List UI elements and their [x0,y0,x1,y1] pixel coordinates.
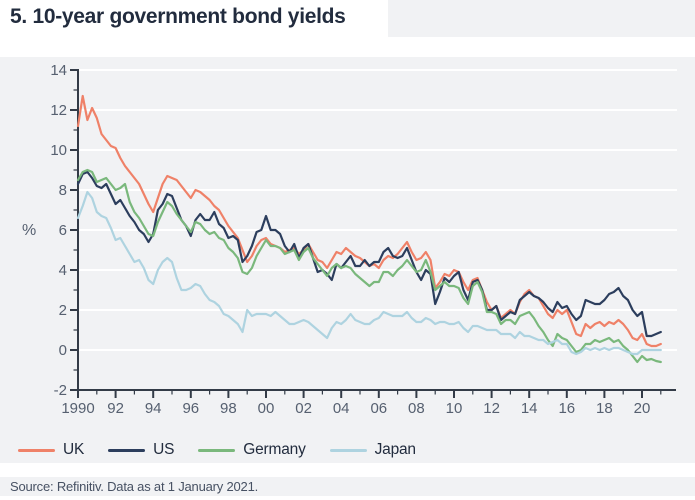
chart-legend: UK US Germany Japan [18,439,416,461]
x-tick-label: 94 [145,400,162,417]
x-tick-label: 92 [107,400,124,417]
legend-label-us: US [153,441,175,458]
y-tick-label: 0 [59,342,67,359]
y-tick-label: 12 [50,102,67,119]
y-tick-label: 2 [59,302,67,319]
x-tick-label: 20 [634,400,651,417]
source-note: Source: Refinitiv. Data as at 1 January … [10,479,259,494]
header-background-block [388,0,695,37]
chart-title: 5. 10-year government bond yields [10,5,346,28]
x-tick-label: 10 [446,400,463,417]
series-line-us [76,170,662,338]
x-tick-label: 18 [596,400,613,417]
y-tick-label: 8 [59,182,67,199]
y-tick-label: 6 [59,222,67,239]
legend-item-germany: Germany [198,441,306,459]
x-tick-label: 14 [521,400,538,417]
x-tick-label: 12 [483,400,500,417]
y-tick-label: 10 [50,142,67,159]
x-tick-label: 98 [220,400,237,417]
legend-swatch-japan [329,448,367,452]
x-tick-label: 04 [333,400,350,417]
source-strip: Source: Refinitiv. Data as at 1 January … [0,477,695,496]
x-tick-label: 00 [258,400,275,417]
series-line-germany [76,168,662,364]
y-tick-label: -2 [54,382,67,399]
x-tick-label: 1990 [61,400,94,417]
x-tick-label: 16 [558,400,575,417]
legend-swatch-us [108,448,146,452]
y-axis-unit-label: % [22,222,36,239]
x-tick-label: 02 [295,400,312,417]
x-tick-label: 08 [408,400,425,417]
chart-panel: 14 12 10 8 6 4 2 0 -2% 1990 92 94 96 98 00 02 04 06 08 10 12… [0,57,695,463]
legend-item-us: US [108,441,174,459]
legend-label-uk: UK [63,441,85,458]
legend-swatch-germany [198,448,236,452]
y-tick-label: 14 [50,62,67,79]
legend-label-japan: Japan [374,441,416,458]
x-tick-label: 06 [370,400,387,417]
x-tick-label: 96 [182,400,199,417]
series-line-uk [76,94,662,348]
legend-swatch-uk [18,448,55,452]
legend-label-germany: Germany [243,441,306,458]
legend-item-japan: Japan [329,441,416,459]
legend-item-uk: UK [18,441,84,459]
series-line-japan [76,190,662,356]
y-tick-label: 4 [59,262,67,279]
